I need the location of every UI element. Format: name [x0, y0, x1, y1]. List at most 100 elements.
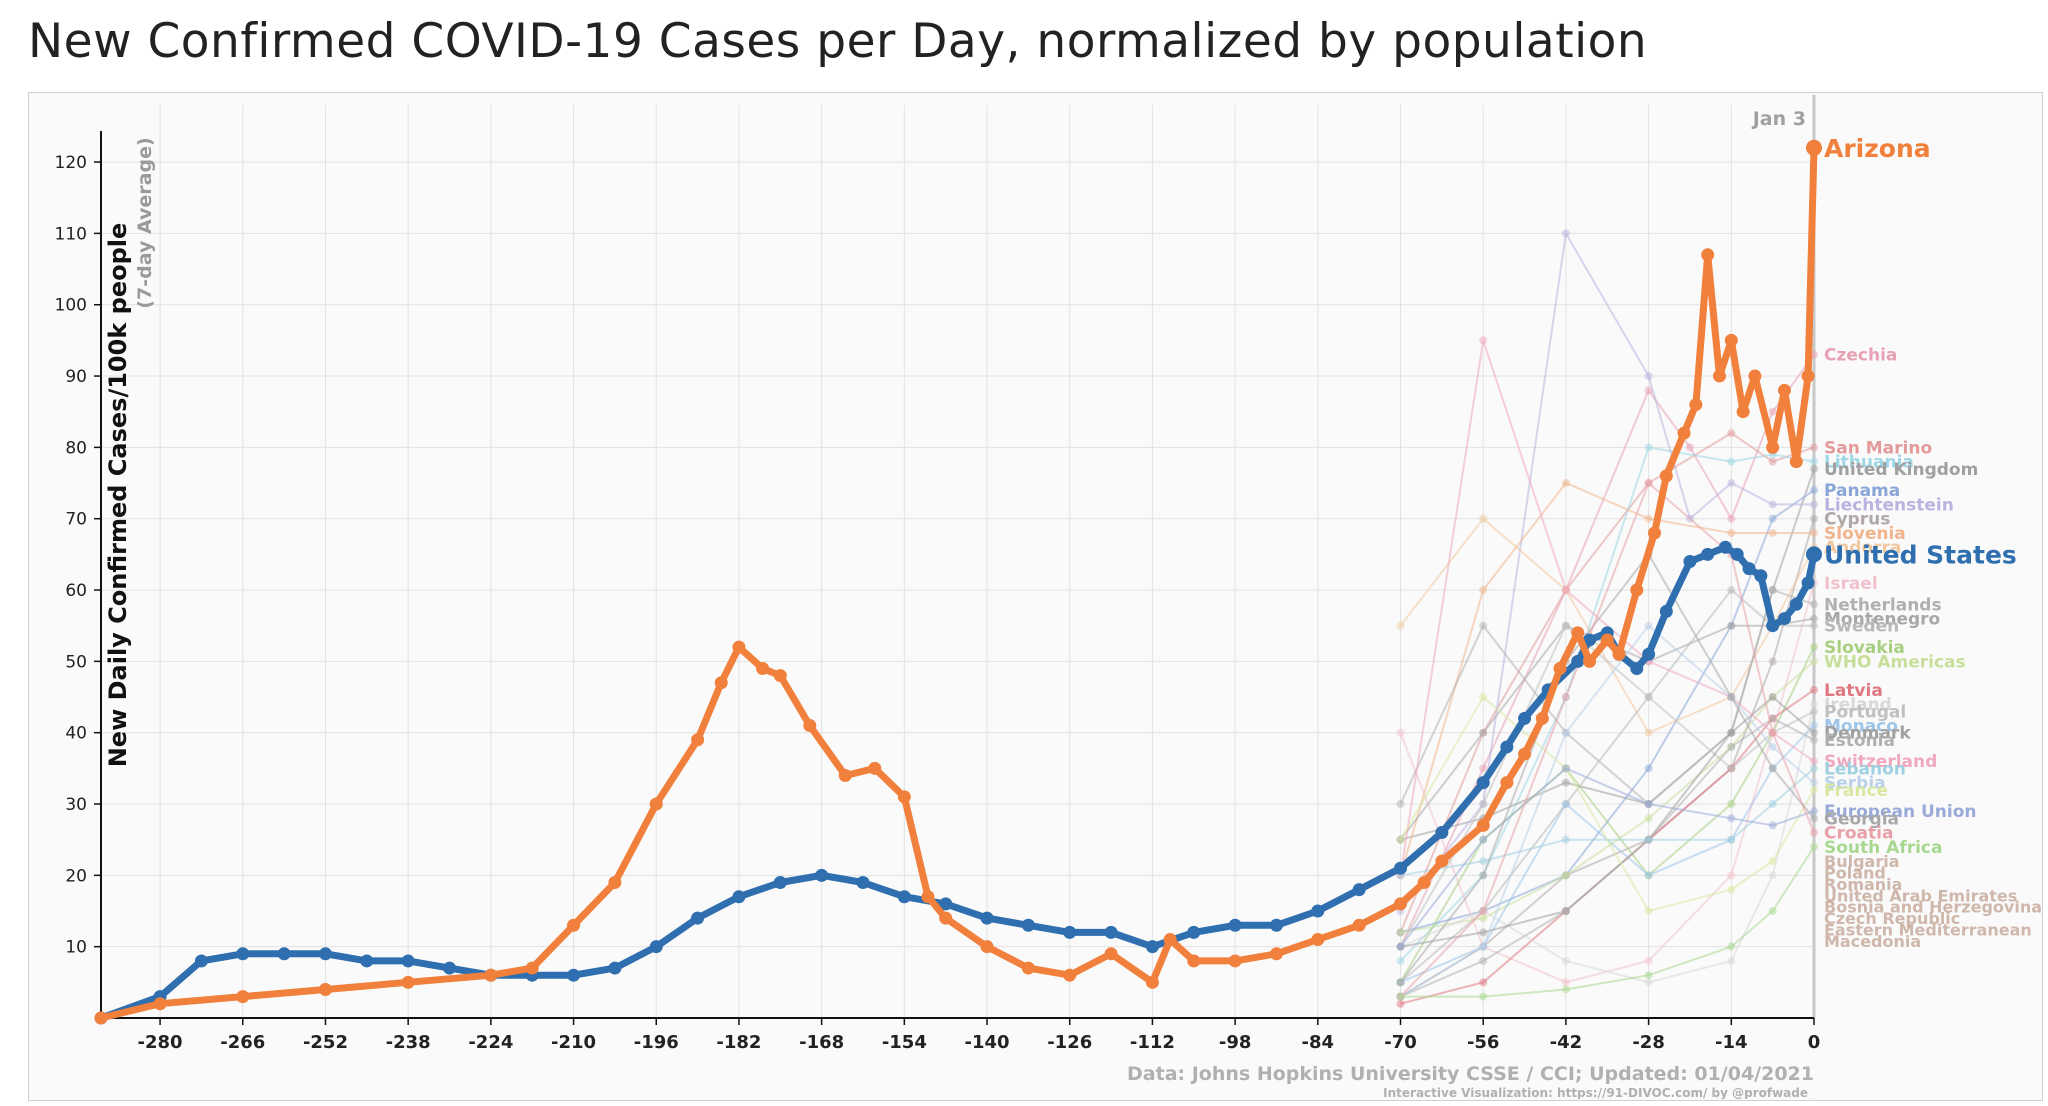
series-point	[1479, 514, 1488, 523]
series-label: Croatia	[1824, 824, 1893, 844]
series-point	[1810, 778, 1818, 787]
series-label: Andorra	[1824, 538, 1901, 558]
x-tick-label: -126	[1047, 1032, 1092, 1053]
series-point	[1810, 707, 1818, 716]
series-point	[525, 961, 539, 975]
series-point	[1479, 978, 1488, 987]
x-tick-label: -210	[551, 1032, 596, 1053]
series-point	[1810, 814, 1818, 823]
series-point	[980, 940, 994, 954]
series-point	[1571, 626, 1585, 640]
series-point	[1396, 978, 1405, 987]
series-point	[1742, 562, 1756, 576]
y-tick-label: 30	[65, 795, 87, 815]
series-point	[1810, 700, 1818, 709]
series-point	[1021, 918, 1035, 932]
y-tick-label: 90	[65, 367, 87, 387]
y-tick-label: 110	[55, 224, 87, 244]
series-point	[1479, 942, 1488, 951]
page-title: New Confirmed COVID-19 Cases per Day, no…	[28, 14, 1648, 69]
x-tick-label: -154	[882, 1032, 927, 1053]
series-line-lithuania	[1399, 446, 1815, 962]
series-point	[1644, 800, 1653, 809]
line-chart[interactable]: Jan 3 -280 -266 -252 -238 -224 -210 -196 -182 -1…	[29, 93, 2041, 1099]
series-point	[1561, 728, 1570, 737]
series-point	[1518, 711, 1532, 725]
date-marker-label: Jan 3	[1751, 108, 1806, 130]
series-point	[1644, 386, 1653, 395]
x-tick-label: -42	[1550, 1032, 1583, 1053]
series-point	[856, 875, 870, 889]
series-label: Estonia	[1824, 731, 1895, 751]
series-point	[1768, 742, 1777, 751]
series-point	[1810, 457, 1818, 466]
series-point	[1396, 999, 1405, 1008]
series-point	[1810, 443, 1818, 452]
series-label: Arizona	[1824, 134, 1931, 163]
series-point	[1479, 693, 1488, 702]
series-point	[1479, 992, 1488, 1001]
series-end-marker	[1806, 546, 1822, 563]
series-label: Serbia	[1824, 774, 1886, 794]
x-tick-label: -196	[634, 1032, 679, 1053]
x-tick-label: -252	[303, 1032, 348, 1053]
series-point	[1642, 647, 1656, 661]
series-point	[1396, 928, 1405, 937]
series-point	[1561, 586, 1570, 595]
series-point	[1600, 633, 1614, 647]
series-point	[1435, 826, 1449, 840]
series-point	[1396, 728, 1405, 737]
series-point	[1021, 961, 1035, 975]
series-point	[1561, 907, 1570, 916]
series-point	[1479, 764, 1488, 773]
series-point	[838, 768, 852, 782]
series-point	[1571, 654, 1585, 668]
series-point	[1187, 925, 1201, 939]
series-point	[773, 669, 787, 683]
series-point	[1777, 612, 1791, 626]
series-point	[1104, 925, 1118, 939]
series-point	[1417, 875, 1431, 889]
series-point	[1644, 871, 1653, 880]
series-point	[1435, 854, 1449, 868]
series-point	[649, 940, 663, 954]
x-tick-label: -84	[1302, 1032, 1335, 1053]
series-label: Denmark	[1824, 724, 1911, 744]
series-label: Ireland	[1824, 695, 1892, 715]
series-point	[1810, 657, 1818, 666]
x-tick-label: -182	[716, 1032, 761, 1053]
series-point	[1766, 619, 1780, 633]
series-point	[1727, 942, 1736, 951]
series-point	[1644, 479, 1653, 488]
series-point	[1644, 514, 1653, 523]
series-point	[1727, 764, 1736, 773]
series-point	[1479, 586, 1488, 595]
y-axis-label: New Daily Confirmed Cases/100k people	[104, 223, 132, 768]
x-tick-label: -98	[1219, 1032, 1252, 1053]
series-point	[608, 875, 622, 889]
series-point	[1801, 369, 1815, 383]
series-point	[1810, 807, 1818, 816]
y-tick-label: 10	[65, 938, 87, 958]
series-point	[1718, 540, 1732, 554]
series-label: Macedonia	[1824, 932, 1921, 951]
series-point	[1727, 871, 1736, 880]
series-point	[1163, 933, 1177, 947]
series-point	[1535, 711, 1549, 725]
grid-lines: Jan 3	[101, 95, 1816, 1018]
series-point	[1644, 956, 1653, 965]
series-point	[1479, 956, 1488, 965]
series-end-marker	[1806, 139, 1822, 156]
series-point	[1768, 407, 1777, 416]
y-tick-label: 40	[65, 724, 87, 744]
series-label: Bulgaria	[1824, 852, 1900, 871]
series-label: Czechia	[1824, 346, 1897, 366]
series-point	[1768, 528, 1777, 537]
series-point	[1712, 369, 1726, 383]
series-point	[1727, 742, 1736, 751]
x-tick-label: -238	[386, 1032, 431, 1053]
series-point	[1768, 500, 1777, 509]
series-label: Romania	[1824, 875, 1902, 894]
series-point	[1583, 633, 1597, 647]
